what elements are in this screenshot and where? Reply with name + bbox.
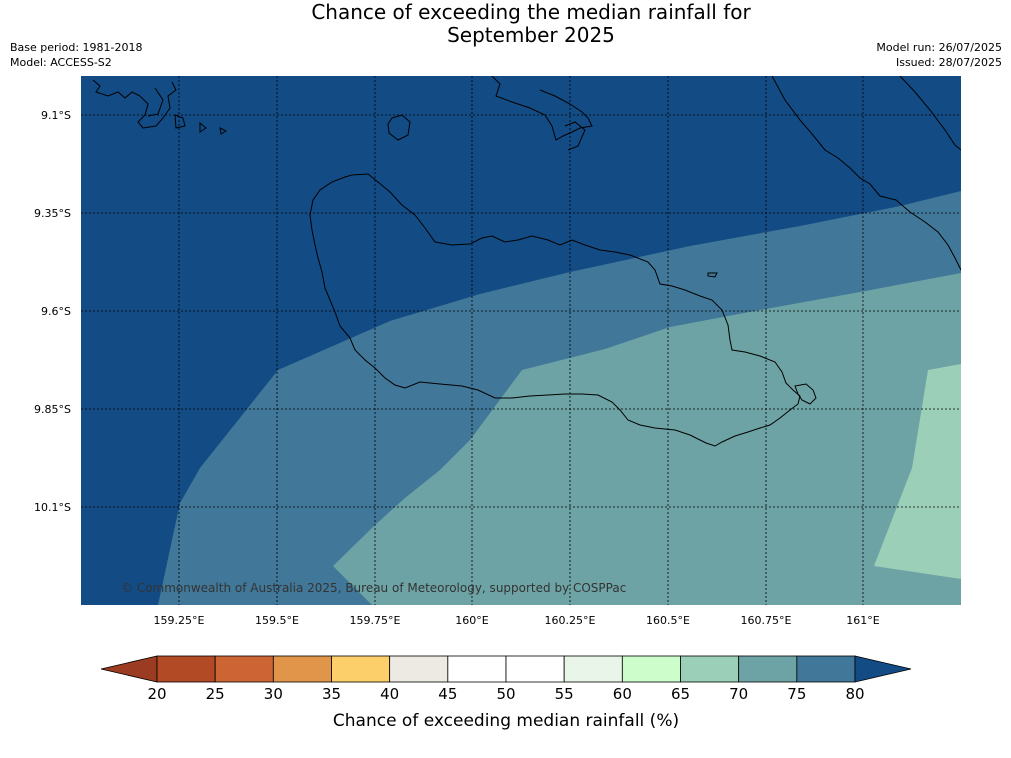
colorbar-tick-label: 35 [322, 685, 341, 703]
model-text: Model: ACCESS-S2 [10, 56, 112, 69]
colorbar-bin [272, 655, 332, 683]
north-islands-coastline [491, 76, 593, 151]
lat-label-5: 10.1°S [34, 501, 71, 514]
colorbar-bin [447, 655, 507, 683]
map-credit: © Commonwealth of Australia 2025, Bureau… [121, 581, 626, 595]
lon-label-4: 160°E [455, 614, 488, 627]
colorbar-tick-label: 45 [438, 685, 457, 703]
colorbar-tick-label: 65 [671, 685, 690, 703]
west-islands-coastline [92, 79, 228, 135]
colorbar-bin [680, 655, 740, 683]
islet-coastline-a [707, 272, 718, 278]
base-period-text: Base period: 1981-2018 [10, 41, 142, 54]
lon-label-1: 159.25°E [154, 614, 205, 627]
lon-label-3: 159.75°E [350, 614, 401, 627]
colorbar-bin [331, 655, 391, 683]
colorbar-tick-label: 50 [496, 685, 515, 703]
zone-60-65 [874, 364, 961, 579]
lat-label-3: 9.6°S [41, 305, 71, 318]
colorbar: 20 25 30 35 40 45 50 55 60 65 70 75 80 [100, 655, 912, 703]
islet-coastline-b [794, 383, 817, 405]
lat-label-1: 9.1°S [41, 109, 71, 122]
colorbar-extend-high [854, 655, 912, 683]
model-run-text: Model run: 26/07/2025 [876, 41, 1002, 54]
zone-65-70 [333, 273, 961, 605]
east-island-coastline [771, 76, 961, 271]
title-line-2: September 2025 [447, 23, 615, 47]
map-panel: © Commonwealth of Australia 2025, Bureau… [81, 76, 961, 605]
colorbar-bin [156, 655, 216, 683]
title-line-1: Chance of exceeding the median rainfall … [311, 0, 751, 24]
lon-label-5: 160.25°E [545, 614, 596, 627]
lat-label-2: 9.35°S [34, 207, 71, 220]
colorbar-tick-label: 20 [147, 685, 166, 703]
lon-label-8: 161°E [846, 614, 879, 627]
main-island-coastline [309, 173, 801, 447]
colorbar-tick-label: 70 [729, 685, 748, 703]
colorbar-bin [505, 655, 565, 683]
colorbar-bin [796, 655, 856, 683]
lat-label-4: 9.85°S [34, 403, 71, 416]
coastline-group [92, 76, 961, 447]
colorbar-bin [214, 655, 274, 683]
colorbar-bin [389, 655, 449, 683]
lon-label-7: 160.75°E [741, 614, 792, 627]
small-island-coastline [387, 114, 411, 141]
gridlines [81, 76, 961, 605]
colorbar-tick-label: 55 [555, 685, 574, 703]
colorbar-tick-label: 30 [264, 685, 283, 703]
colorbar-bin [738, 655, 798, 683]
colorbar-label: Chance of exceeding median rainfall (%) [333, 711, 679, 731]
lon-label-2: 159.5°E [255, 614, 299, 627]
colorbar-tick-label: 80 [845, 685, 864, 703]
issued-text: Issued: 28/07/2025 [896, 56, 1002, 69]
colorbar-tick-label: 60 [613, 685, 632, 703]
colorbar-bin [563, 655, 623, 683]
lon-label-6: 160.5°E [646, 614, 690, 627]
colorbar-tick-label: 25 [206, 685, 225, 703]
colorbar-tick-label: 75 [787, 685, 806, 703]
colorbar-extend-low [100, 655, 158, 683]
colorbar-bin [621, 655, 681, 683]
colorbar-tick-label: 40 [380, 685, 399, 703]
